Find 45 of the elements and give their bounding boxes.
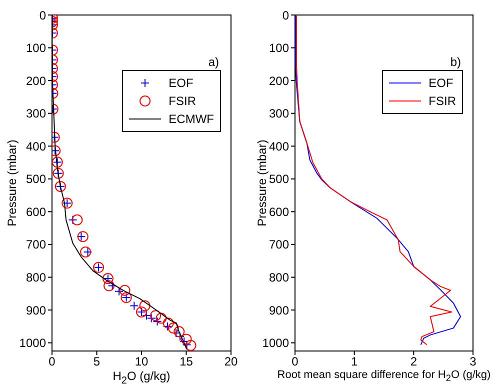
y-tick-label: 400 (268, 139, 290, 154)
x-axis-title: H$_{2}$O (g/kg) (112, 369, 172, 386)
y-tick-label: 400 (26, 139, 46, 154)
y-tick-label: 100 (268, 41, 290, 56)
x-tick-label: 2 (410, 354, 418, 369)
legend-label: EOF (168, 76, 194, 90)
y-tick-label: 300 (26, 106, 46, 121)
annotation: a) (208, 55, 219, 69)
point (162, 318, 174, 329)
y-tick-label: 300 (268, 106, 290, 121)
y-tick-label: 200 (26, 74, 46, 88)
x-tick-label: 20 (224, 354, 238, 369)
y-tick-label: 100 (26, 41, 46, 56)
x-tick-label: 1 (350, 354, 358, 369)
legend-label: EOF (428, 76, 454, 90)
y-axis-title: Pressure (mbar) (5, 140, 19, 226)
y-tick-label: 600 (26, 204, 46, 219)
y-tick-label: 600 (268, 204, 290, 219)
y-tick-label: 0 (282, 8, 290, 22)
legend-label: FSIR (168, 94, 196, 108)
y-axis-title: Pressure (mbar) (255, 140, 269, 226)
y-tick-label: 900 (268, 303, 290, 318)
y-tick-label: 800 (268, 270, 290, 285)
y-tick-label: 900 (26, 303, 46, 318)
y-tick-label: 700 (268, 238, 290, 252)
x-tick-label: 10 (134, 354, 148, 369)
y-tick-label: 700 (26, 238, 46, 252)
y-tick-label: 1000 (19, 336, 46, 350)
y-tick-label: 800 (26, 270, 46, 285)
x-tick-label: 0 (292, 354, 299, 369)
point (80, 246, 92, 258)
x-tick-label: 0 (48, 354, 56, 369)
y-tick-label: 500 (268, 172, 290, 186)
y-tick-label: 200 (268, 74, 290, 88)
x-tick-label: 3 (470, 354, 477, 369)
x-tick-label: 15 (180, 354, 194, 369)
y-tick-label: 500 (26, 172, 46, 186)
legend-label: ECMWF (168, 112, 214, 126)
y-tick-label: 0 (39, 8, 46, 22)
x-tick-label: 5 (93, 354, 100, 369)
y-tick-label: 1000 (262, 336, 290, 350)
annotation: b) (450, 55, 461, 69)
legend-label: FSIR (428, 94, 456, 108)
x-axis-title: Root mean square difference for H$_{2}$O (g/kg) (276, 369, 492, 384)
point (72, 214, 83, 226)
